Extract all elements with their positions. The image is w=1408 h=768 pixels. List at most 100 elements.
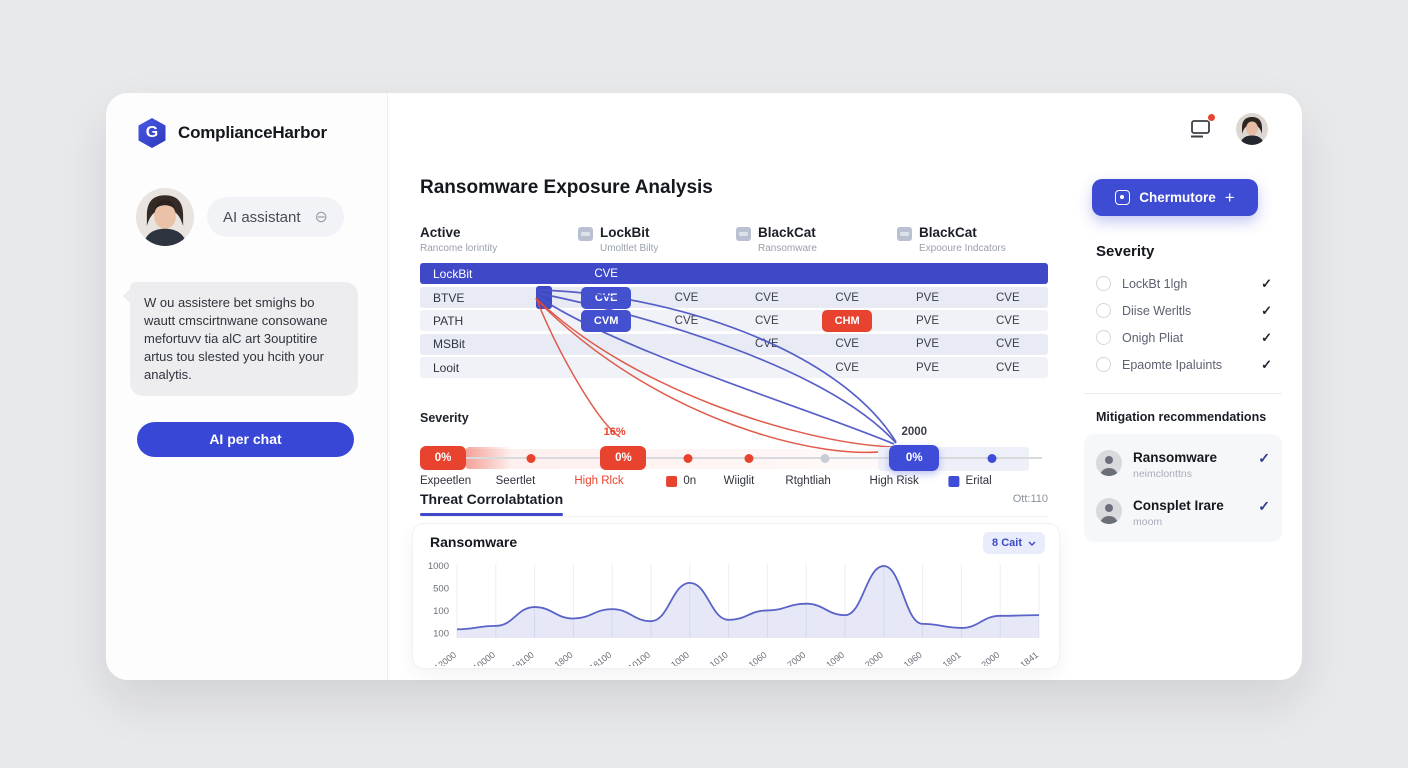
app-window: G ComplianceHarbor AI assistant ⊖ W ou a…: [106, 93, 1302, 680]
plus-icon: +: [1224, 187, 1235, 207]
ransomware-area-chart: 1000 500 100 100 12000 10000 18100 1800 18100 101…: [428, 561, 1040, 666]
selected-cell-marker: [536, 285, 552, 309]
column-subtitle: Ransomware: [758, 243, 817, 254]
svg-text:18100: 18100: [588, 650, 614, 666]
recommendation-item[interactable]: Ransomware neimclonttns ✓: [1094, 446, 1272, 494]
matrix-cell[interactable]: PVE: [915, 361, 939, 374]
matrix-row-label: LockBit: [433, 266, 473, 281]
tab-bar: Threat Corrolabtation Ott:110: [420, 491, 1048, 517]
matrix-row: MSBit CVE CVE PVE CVE: [420, 333, 1048, 355]
svg-text:1090: 1090: [824, 650, 846, 666]
matrix-cell[interactable]: CVE: [835, 338, 859, 350]
assistant-pill[interactable]: AI assistant ⊖: [207, 197, 344, 237]
svg-text:12000: 12000: [432, 650, 458, 666]
sidebar: G ComplianceHarbor AI assistant ⊖ W ou a…: [106, 93, 388, 680]
chart-range-dropdown[interactable]: 8 Cait: [983, 532, 1045, 554]
svg-text:7000: 7000: [785, 650, 807, 666]
severity-filter-item[interactable]: Diise Werltls ✓: [1096, 297, 1272, 324]
svg-text:18100: 18100: [510, 650, 536, 666]
cta-label: Chermutore: [1139, 190, 1216, 205]
matrix-cell[interactable]: CVE: [755, 315, 779, 327]
cta-button[interactable]: Chermutore +: [1092, 179, 1258, 216]
assistant-avatar[interactable]: [136, 188, 194, 246]
matrix-cell[interactable]: CVE: [835, 291, 859, 304]
slider-tick-label: 0n: [666, 475, 696, 487]
slider-badge[interactable]: 0%: [600, 446, 647, 470]
check-icon: ✓: [1261, 329, 1272, 345]
matrix-cell[interactable]: CVE: [755, 338, 779, 350]
person-avatar-icon: [1096, 450, 1122, 476]
severity-label: Severity: [420, 411, 469, 425]
svg-text:1801: 1801: [941, 650, 963, 666]
slider-dot[interactable]: [683, 453, 693, 463]
matrix-cell[interactable]: CVM: [566, 310, 646, 332]
matrix-row-label: PATH: [433, 314, 464, 328]
radio-icon[interactable]: [1096, 276, 1111, 291]
recommendation-item[interactable]: Consplet Irare moom ✓: [1094, 494, 1272, 530]
severity-slider[interactable]: 0% 0% 0% 16% 2000 Expeetlen Seertlet High Rlck 0…: [420, 426, 1048, 495]
svg-text:10000: 10000: [471, 650, 497, 666]
matrix-cell[interactable]: CVE: [996, 338, 1020, 350]
matrix-column-header: Active Rancome lorintity: [420, 225, 578, 254]
matrix-cell[interactable]: PVE: [915, 338, 939, 350]
matrix-cell[interactable]: [522, 285, 566, 309]
column-title: BlackCat: [758, 225, 816, 240]
radio-icon[interactable]: [1096, 330, 1111, 345]
svg-text:500: 500: [433, 584, 449, 595]
matrix-cell[interactable]: CVE: [755, 291, 779, 304]
box-icon: [736, 227, 751, 241]
red-legend-swatch: [666, 475, 678, 487]
matrix-cell[interactable]: CVE: [835, 361, 859, 374]
matrix-cell[interactable]: PVE: [915, 315, 939, 327]
matrix-row: BTVE CVE CVE CVE CVE PVE CVE: [420, 285, 1048, 309]
slider-badge[interactable]: 0%: [420, 446, 466, 470]
check-icon: ✓: [1261, 302, 1272, 318]
severity-filter-item[interactable]: LockBt 1lgh ✓: [1096, 270, 1272, 297]
tab-threat-correlation[interactable]: Threat Corrolabtation: [420, 491, 564, 516]
recommendation-title: Ransomware: [1133, 450, 1218, 465]
matrix-cell[interactable]: PVE: [915, 291, 939, 304]
ai-chat-button[interactable]: AI per chat: [137, 421, 354, 457]
box-icon: [897, 227, 912, 241]
matrix-column-header: BlackCat Ransomware: [736, 225, 897, 254]
assistant-label: AI assistant: [223, 208, 301, 226]
severity-filter-item[interactable]: Onigh Pliat ✓: [1096, 324, 1272, 351]
severity-filter-list: LockBt 1lgh ✓ Diise Werltls ✓ Onigh Pliat ✓ Ep…: [1076, 270, 1290, 378]
filters-title: Severity: [1096, 243, 1155, 260]
radio-icon[interactable]: [1096, 303, 1111, 318]
check-icon: ✓: [1258, 450, 1270, 466]
matrix-column-header: BlackCat Expooure Indcators: [897, 225, 1048, 254]
mitigation-title: Mitigation recommendations: [1096, 410, 1267, 424]
slider-dot[interactable]: [987, 453, 997, 463]
slider-dot[interactable]: [744, 453, 754, 463]
slider-tick-label: High Rlck: [574, 475, 624, 487]
avatar-illustration: [1236, 113, 1268, 145]
svg-text:100: 100: [433, 606, 449, 617]
slider-track-band-red: [420, 449, 879, 469]
slider-dot[interactable]: [526, 453, 536, 463]
matrix-cell[interactable]: CVE: [996, 315, 1020, 327]
slider-tick-label: Rtghtliah: [785, 475, 831, 487]
radio-icon[interactable]: [1096, 357, 1111, 372]
slider-track[interactable]: [420, 457, 1042, 459]
matrix-cell[interactable]: CVE: [674, 315, 699, 327]
send-icon[interactable]: ⊖: [314, 209, 328, 226]
matrix-cell[interactable]: CHM: [807, 310, 887, 332]
slider-badge[interactable]: 0%: [889, 445, 940, 471]
recommendation-title: Consplet Irare: [1133, 498, 1224, 513]
matrix-cell[interactable]: CVE: [674, 291, 699, 304]
laptop-icon: [1191, 120, 1210, 138]
column-texts: BlackCat Ransomware: [758, 225, 817, 254]
matrix-row-label: Looit: [433, 360, 460, 375]
notifications-button[interactable]: [1188, 113, 1216, 142]
svg-text:10100: 10100: [626, 650, 652, 666]
column-texts: LockBit Umoltlet Bilty: [600, 225, 658, 254]
matrix-cell[interactable]: CVE: [996, 361, 1020, 374]
slider-tick-label: Erital: [948, 475, 992, 487]
user-avatar[interactable]: [1236, 113, 1268, 145]
matrix-cell[interactable]: CVE: [566, 286, 646, 309]
slider-dot[interactable]: [820, 453, 830, 463]
severity-filter-item[interactable]: Epaomte Ipaluints ✓: [1096, 351, 1272, 378]
matrix-cell[interactable]: CVE: [996, 291, 1020, 304]
blue-cve-pill: CVM: [581, 310, 632, 332]
